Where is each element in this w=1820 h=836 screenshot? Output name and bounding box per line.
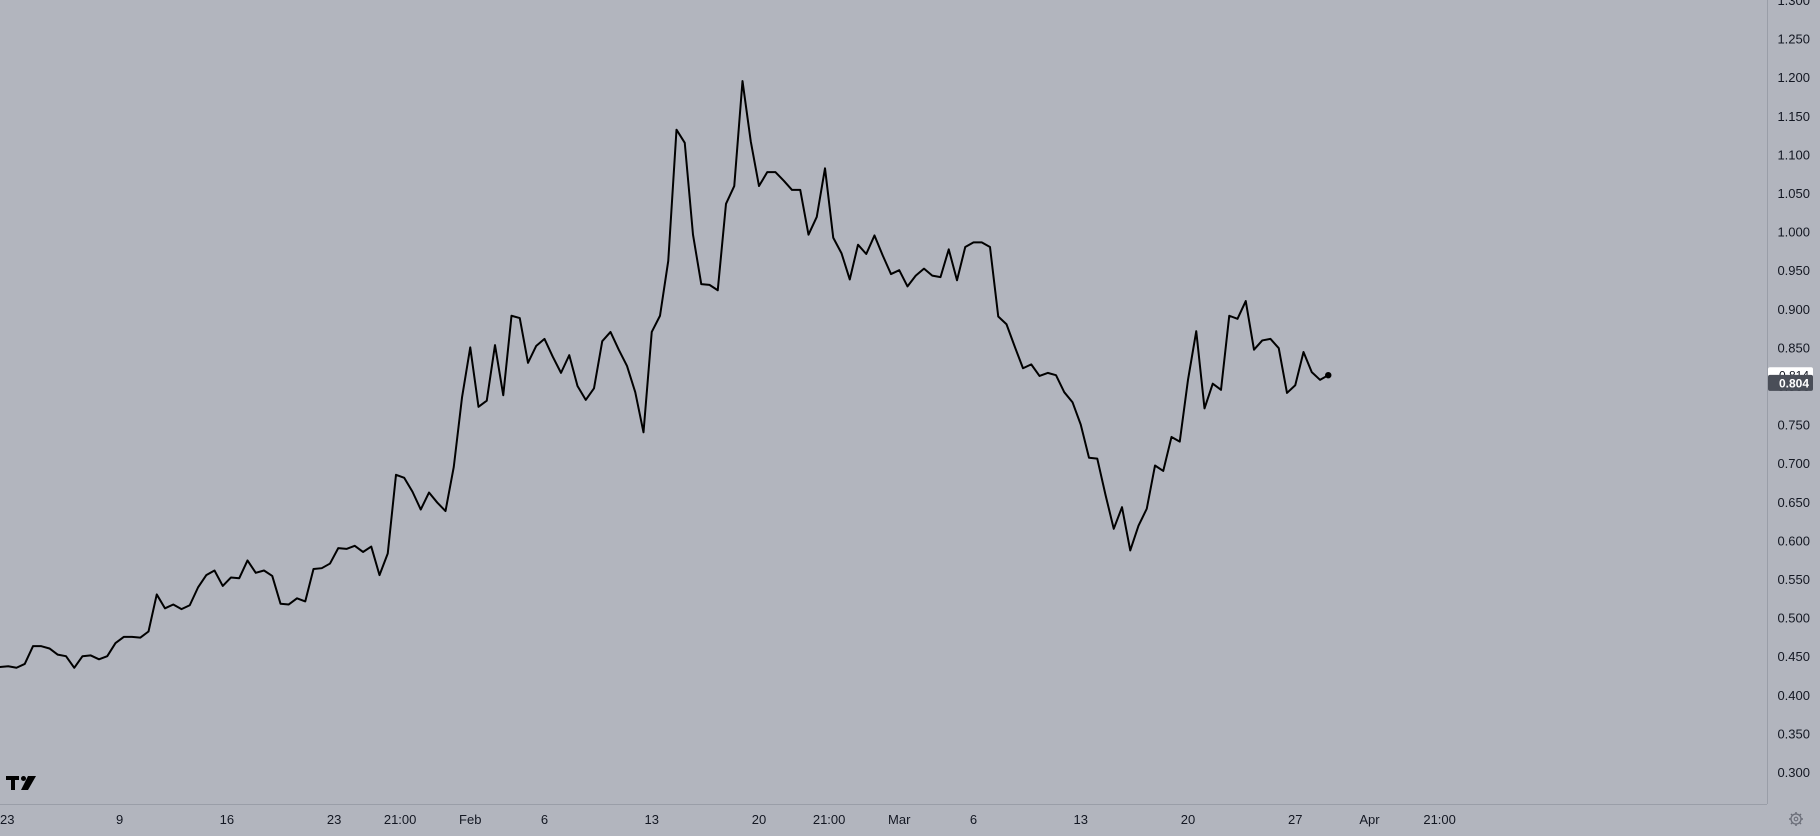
last-point-marker [1325, 371, 1332, 379]
x-tick-label: 23 [0, 812, 14, 827]
y-tick-label: 0.700 [1777, 456, 1810, 471]
series-line [0, 80, 1330, 669]
y-tick-label: 1.150 [1777, 109, 1810, 124]
x-tick-label: 13 [1074, 812, 1088, 827]
y-tick-label: 0.450 [1777, 649, 1810, 664]
gear-icon[interactable] [1789, 812, 1803, 826]
series-layer [0, 80, 1332, 669]
y-tick-label: 1.100 [1777, 147, 1810, 162]
x-tick-label: 23 [327, 812, 341, 827]
y-tick-label: 1.250 [1777, 32, 1810, 47]
current-price-badge [1768, 374, 1813, 391]
x-tick-label: 6 [970, 812, 977, 827]
x-tick-label: 21:00 [384, 812, 417, 827]
y-tick-label: 0.550 [1777, 572, 1810, 587]
y-tick-label: 1.050 [1777, 186, 1810, 201]
x-tick-label: 21:00 [1423, 812, 1456, 827]
tradingview-logo-icon[interactable]: TV [6, 775, 36, 790]
y-tick-label: 0.850 [1777, 340, 1810, 355]
y-tick-label: 0.750 [1777, 418, 1810, 433]
x-tick-label: 27 [1288, 812, 1302, 827]
x-tick-label: 21:00 [813, 812, 846, 827]
y-tick-label: 0.650 [1777, 495, 1810, 510]
x-tick-label: 20 [1181, 812, 1195, 827]
x-tick-label: 20 [752, 812, 766, 827]
y-tick-label: 1.300 [1777, 0, 1810, 8]
time-axis[interactable]: 23 9 16 23 21:00 Feb 6 13 20 21:00 Mar 6 13 20 27 Apr 21… [0, 812, 1456, 827]
y-tick-label: 0.600 [1777, 533, 1810, 548]
y-tick-label: 1.200 [1777, 70, 1810, 85]
y-tick-label: 0.350 [1777, 726, 1810, 741]
y-tick-label: 1.000 [1777, 225, 1810, 240]
x-tick-label: Mar [888, 812, 911, 827]
y-tick-label: 0.900 [1777, 302, 1810, 317]
x-tick-label: Feb [459, 812, 481, 827]
x-tick-label: Apr [1359, 812, 1380, 827]
x-tick-label: 6 [541, 812, 548, 827]
price-badge-label: 0.804 [1779, 376, 1809, 390]
x-tick-label: 16 [220, 812, 234, 827]
y-tick-label: 0.300 [1777, 765, 1810, 780]
price-badges: 0.8140.804 [1768, 367, 1813, 391]
x-tick-label: 13 [645, 812, 659, 827]
y-tick-label: 0.950 [1777, 263, 1810, 278]
x-tick-label: 9 [116, 812, 123, 827]
y-tick-label: 0.400 [1777, 688, 1810, 703]
y-tick-label: 0.500 [1777, 611, 1810, 626]
